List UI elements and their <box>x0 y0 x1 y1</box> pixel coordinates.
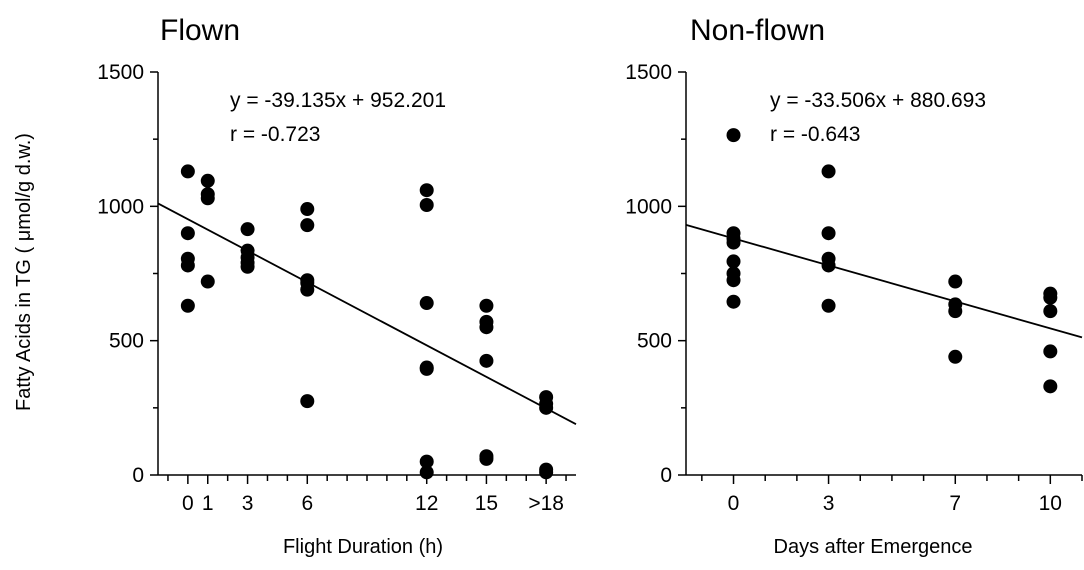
non-flown-data-point <box>821 164 836 179</box>
non-flown-points <box>726 128 1058 394</box>
flown-data-point <box>200 191 215 206</box>
flown-data-point <box>419 454 434 469</box>
flown-x-tick-label: 15 <box>475 492 498 515</box>
non-flown-y-tick-label: 0 <box>660 464 672 487</box>
flown-equation: y = -39.135x + 952.201 <box>230 89 446 112</box>
flown-data-point <box>419 361 434 376</box>
flown-data-point <box>300 394 315 409</box>
flown-data-point <box>200 173 215 188</box>
flown-data-point <box>419 197 434 212</box>
flown-y-tick-label: 500 <box>109 330 144 353</box>
non-flown-data-point <box>1043 304 1058 319</box>
non-flown-data-point <box>1043 344 1058 359</box>
flown-data-point <box>479 320 494 335</box>
non-flown-data-point <box>1043 290 1058 305</box>
flown-fit-line <box>157 202 577 425</box>
flown-data-point <box>419 465 434 480</box>
flown-points <box>180 164 554 480</box>
flown-data-point <box>479 451 494 466</box>
non-flown-data-point <box>726 254 741 269</box>
flown-x-tick-label: 1 <box>202 492 214 515</box>
flown-y-tick-label: 1000 <box>97 195 144 218</box>
non-flown-data-point <box>821 298 836 313</box>
flown-data-point <box>240 259 255 274</box>
flown-data-point <box>419 183 434 198</box>
non-flown-data-point <box>948 349 963 364</box>
non-flown-x-axis-label: Days after Emergence <box>774 536 973 558</box>
non-flown-data-point <box>948 274 963 289</box>
flown-x-axis-label: Flight Duration (h) <box>283 536 443 558</box>
flown-y-tick-label: 0 <box>132 464 144 487</box>
flown-data-point <box>200 274 215 289</box>
flown-title: Flown <box>160 14 240 47</box>
flown-data-point <box>300 282 315 297</box>
non-flown-y-tick-label: 500 <box>637 330 672 353</box>
flown-fit-line-group <box>157 202 577 425</box>
non-flown-fit-line-group <box>685 224 1083 339</box>
flown-data-point <box>300 202 315 217</box>
non-flown-data-point <box>1043 379 1058 394</box>
flown-panel: Flown y = -39.135x + 952.201 r = -0.723 … <box>97 14 577 558</box>
non-flown-x-tick-label: 10 <box>1039 492 1062 515</box>
non-flown-r-value: r = -0.643 <box>770 123 860 146</box>
flown-data-point <box>240 222 255 237</box>
flown-data-point <box>479 298 494 313</box>
flown-data-point <box>180 164 195 179</box>
non-flown-data-point <box>726 235 741 250</box>
non-flown-x-tick-label: 0 <box>728 492 740 515</box>
non-flown-title: Non-flown <box>690 14 825 47</box>
non-flown-axes: 0 500 1000 1500 0 3 7 10 <box>625 61 1083 515</box>
non-flown-panel: Non-flown y = -33.506x + 880.693 r = -0.… <box>625 14 1083 558</box>
flown-x-tick-label: 6 <box>301 492 313 515</box>
non-flown-data-point <box>821 226 836 241</box>
non-flown-x-tick-label: 7 <box>949 492 961 515</box>
flown-r-value: r = -0.723 <box>230 123 320 146</box>
flown-data-point <box>419 296 434 311</box>
flown-data-point <box>300 218 315 233</box>
non-flown-fit-line <box>685 224 1083 339</box>
flown-data-point <box>539 465 554 480</box>
flown-data-point <box>479 353 494 368</box>
flown-x-tick-label: 12 <box>415 492 438 515</box>
non-flown-data-point <box>726 128 741 143</box>
flown-x-tick-label: 3 <box>242 492 254 515</box>
non-flown-y-tick-label: 1500 <box>625 61 672 84</box>
flown-x-tick-label: >18 <box>528 492 564 515</box>
y-axis-label: Fatty Acids in TG ( μmol/g d.w.) <box>13 133 35 411</box>
flown-data-point <box>180 226 195 241</box>
flown-y-tick-label: 1500 <box>97 61 144 84</box>
non-flown-y-tick-label: 1000 <box>625 195 672 218</box>
flown-x-tick-label: 0 <box>182 492 194 515</box>
non-flown-x-tick-label: 3 <box>823 492 835 515</box>
flown-data-point <box>180 298 195 313</box>
flown-data-point <box>180 258 195 273</box>
non-flown-equation: y = -33.506x + 880.693 <box>770 89 986 112</box>
non-flown-data-point <box>726 294 741 309</box>
flown-data-point <box>539 400 554 415</box>
non-flown-data-point <box>948 304 963 319</box>
non-flown-data-point <box>821 258 836 273</box>
non-flown-data-point <box>726 273 741 288</box>
